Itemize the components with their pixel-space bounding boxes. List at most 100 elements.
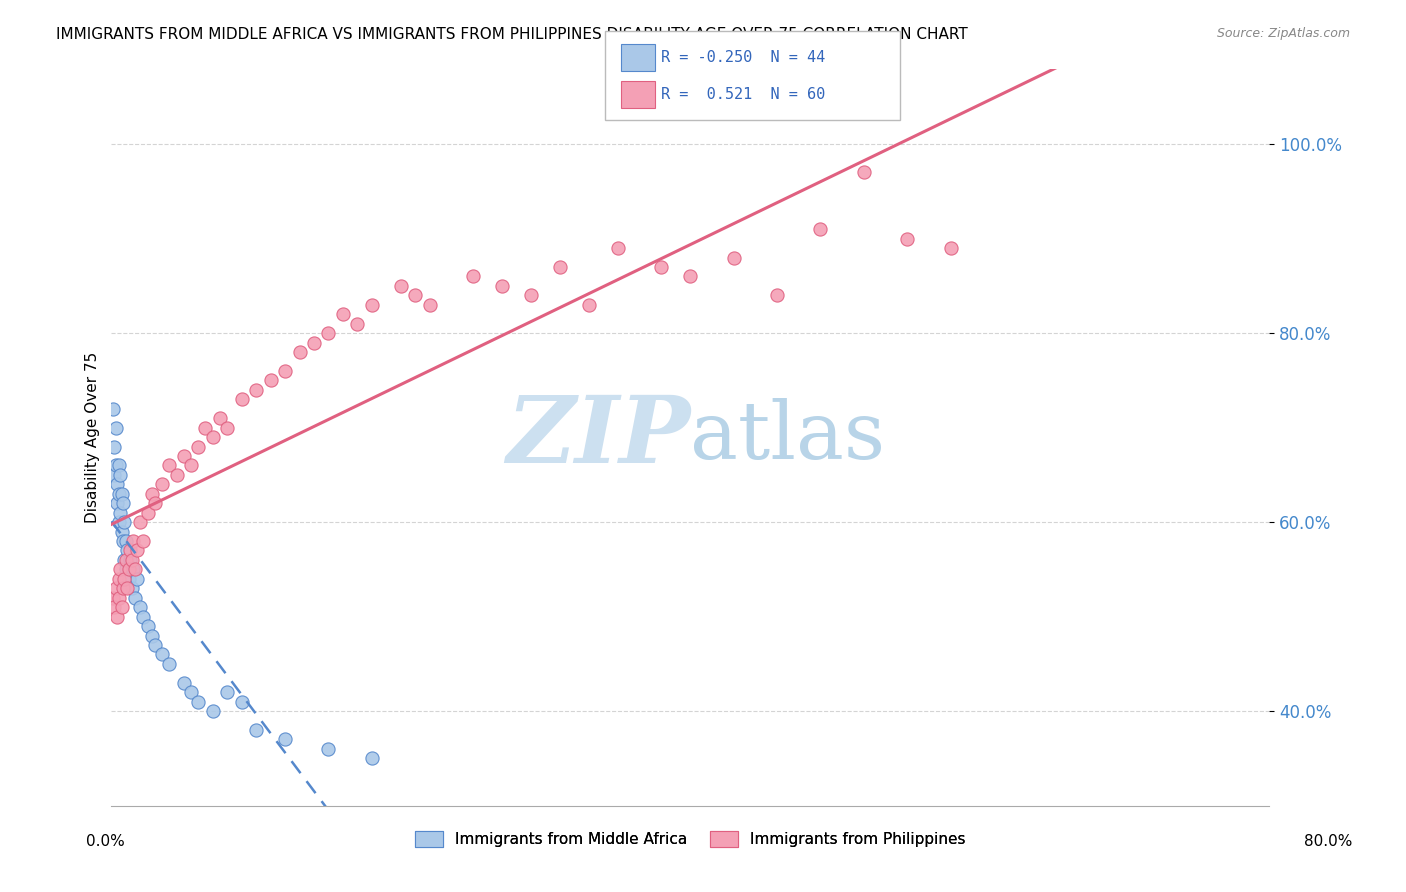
Point [318,326,340,340]
Point [117,582,139,596]
Point [108,467,131,482]
Point [419,298,441,312]
Point [245,723,267,737]
Text: ZIP: ZIP [506,392,690,482]
Point [852,165,875,179]
Text: R = -0.250  N = 44: R = -0.250 N = 44 [661,50,825,65]
Point [103,600,125,615]
Point [110,600,132,615]
Point [122,534,145,549]
Point [548,260,571,274]
Point [103,440,125,454]
Text: R =  0.521  N = 60: R = 0.521 N = 60 [661,87,825,102]
Point [101,401,124,416]
Point [810,222,832,236]
Point [650,260,672,274]
Point [107,458,129,473]
Point [110,524,132,539]
Point [120,553,142,567]
Point [129,515,152,529]
Point [578,298,600,312]
Point [105,496,128,510]
Point [132,534,155,549]
Y-axis label: Disability Age Over 75: Disability Age Over 75 [86,351,100,523]
Point [141,487,163,501]
Point [107,591,129,605]
Point [180,458,202,473]
Point [111,496,134,510]
Point [127,572,149,586]
Point [404,288,426,302]
Point [121,553,143,567]
Point [173,675,195,690]
Point [143,638,166,652]
Point [723,251,745,265]
Point [389,278,412,293]
Point [111,582,134,596]
Point [520,288,543,302]
Point [217,420,239,434]
Point [120,543,142,558]
Point [187,695,209,709]
Point [180,685,202,699]
Point [108,562,131,576]
Point [104,420,127,434]
Point [332,307,354,321]
Point [136,619,159,633]
Point [143,496,166,510]
Point [318,742,340,756]
Text: IMMIGRANTS FROM MIDDLE AFRICA VS IMMIGRANTS FROM PHILIPPINES DISABILITY AGE OVER: IMMIGRANTS FROM MIDDLE AFRICA VS IMMIGRA… [56,27,967,42]
Point [360,298,382,312]
Point [491,278,513,293]
Point [201,430,224,444]
Point [129,600,152,615]
Point [679,269,702,284]
Point [288,345,311,359]
Point [187,440,209,454]
Point [231,392,253,407]
Text: 80.0%: 80.0% [1305,834,1353,848]
Point [111,534,134,549]
Point [107,487,129,501]
Point [124,591,146,605]
Point [217,685,239,699]
Point [360,751,382,765]
Point [103,467,125,482]
Point [104,458,127,473]
Point [115,553,138,567]
Point [245,383,267,397]
Point [121,582,143,596]
Point [115,534,138,549]
Point [150,477,173,491]
Point [157,458,180,473]
Point [463,269,485,284]
Point [274,732,297,747]
Point [117,543,139,558]
Point [896,232,918,246]
Point [105,609,128,624]
Point [105,477,128,491]
Text: atlas: atlas [690,398,886,476]
Point [150,648,173,662]
Point [274,364,297,378]
Point [110,487,132,501]
Point [114,553,136,567]
Point [118,572,141,586]
Point [114,515,136,529]
Point [231,695,253,709]
Point [346,317,368,331]
Point [132,609,155,624]
Point [136,506,159,520]
Point [166,467,188,482]
Point [118,562,141,576]
Point [302,335,325,350]
Point [141,628,163,642]
Point [101,591,124,605]
Point [122,562,145,576]
Point [108,506,131,520]
Point [157,657,180,671]
Point [201,704,224,718]
Point [766,288,789,302]
Text: Source: ZipAtlas.com: Source: ZipAtlas.com [1216,27,1350,40]
Point [114,572,136,586]
